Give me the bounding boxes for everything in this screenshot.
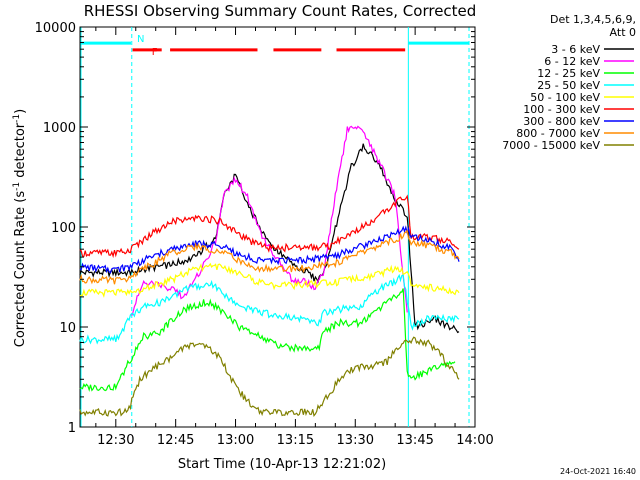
series-line-3 [79, 273, 460, 345]
legend-label: 50 - 100 keV [530, 91, 600, 104]
y-tick-label: 10000 [35, 21, 76, 36]
timestamp-annotation: 24-Oct-2021 16:40 [560, 467, 636, 476]
legend-label: 6 - 12 keV [544, 55, 600, 68]
y-tick-label: 1000 [43, 121, 76, 136]
x-tick-label: 13:30 [337, 433, 374, 448]
plot-area [79, 26, 476, 428]
x-axis-ticks: 12:30 12:45 13:00 13:15 13:30 13:45 14:00 [95, 27, 494, 448]
x-axis-label: Start Time (10-Apr-13 12:21:02) [178, 457, 386, 472]
series-line-5 [79, 194, 460, 259]
y-axis-ticks: 1 10 100 1000 10000 [35, 21, 475, 436]
y-tick-label: 1 [68, 421, 76, 436]
legend-label: 25 - 50 keV [537, 79, 600, 92]
legend-label: 800 - 7000 keV [516, 127, 600, 140]
plot-frame [79, 26, 476, 428]
y-axis-label-sup2: -1 [12, 114, 22, 123]
legend-label: 12 - 25 keV [537, 67, 600, 80]
x-tick-label: 13:15 [277, 433, 314, 448]
x-tick-label: 12:30 [97, 433, 134, 448]
legend-header-attenuator: Att 0 [610, 26, 636, 39]
legend-label: 100 - 300 keV [523, 103, 600, 116]
series-line-2 [79, 288, 456, 393]
legend-header-detectors: Det 1,3,4,5,6,9, [550, 13, 636, 26]
x-tick-label: 13:45 [396, 433, 433, 448]
series-line-6 [79, 225, 460, 274]
y-axis-label-part1: Corrected Count Rate (s [13, 191, 28, 348]
y-tick-label: 100 [51, 221, 76, 236]
legend-label: 300 - 800 keV [523, 115, 600, 128]
flag-label-F: F [152, 47, 158, 58]
y-axis-label-part3: ) [13, 109, 28, 114]
legend-label: 7000 - 15000 keV [502, 139, 600, 152]
y-axis-label: Corrected Count Rate (s-1 detector-1) [12, 109, 28, 347]
x-tick-label: 14:00 [456, 433, 493, 448]
x-tick-label: 12:45 [157, 433, 194, 448]
y-tick-label: 10 [59, 321, 76, 336]
legend-label: 3 - 6 keV [551, 43, 600, 56]
series-line-8 [79, 336, 460, 417]
y-axis-label-sup1: -1 [12, 182, 22, 191]
y-axis-label-part2: detector [13, 122, 28, 182]
series-line-4 [79, 262, 460, 298]
series-line-7 [79, 229, 460, 285]
x-tick-label: 13:00 [217, 433, 254, 448]
flag-label-N: N [137, 34, 144, 45]
flag-layer: NF [80, 27, 470, 427]
chart-title: RHESSI Observing Summary Count Rates, Co… [84, 2, 477, 20]
series-layer [79, 125, 460, 417]
